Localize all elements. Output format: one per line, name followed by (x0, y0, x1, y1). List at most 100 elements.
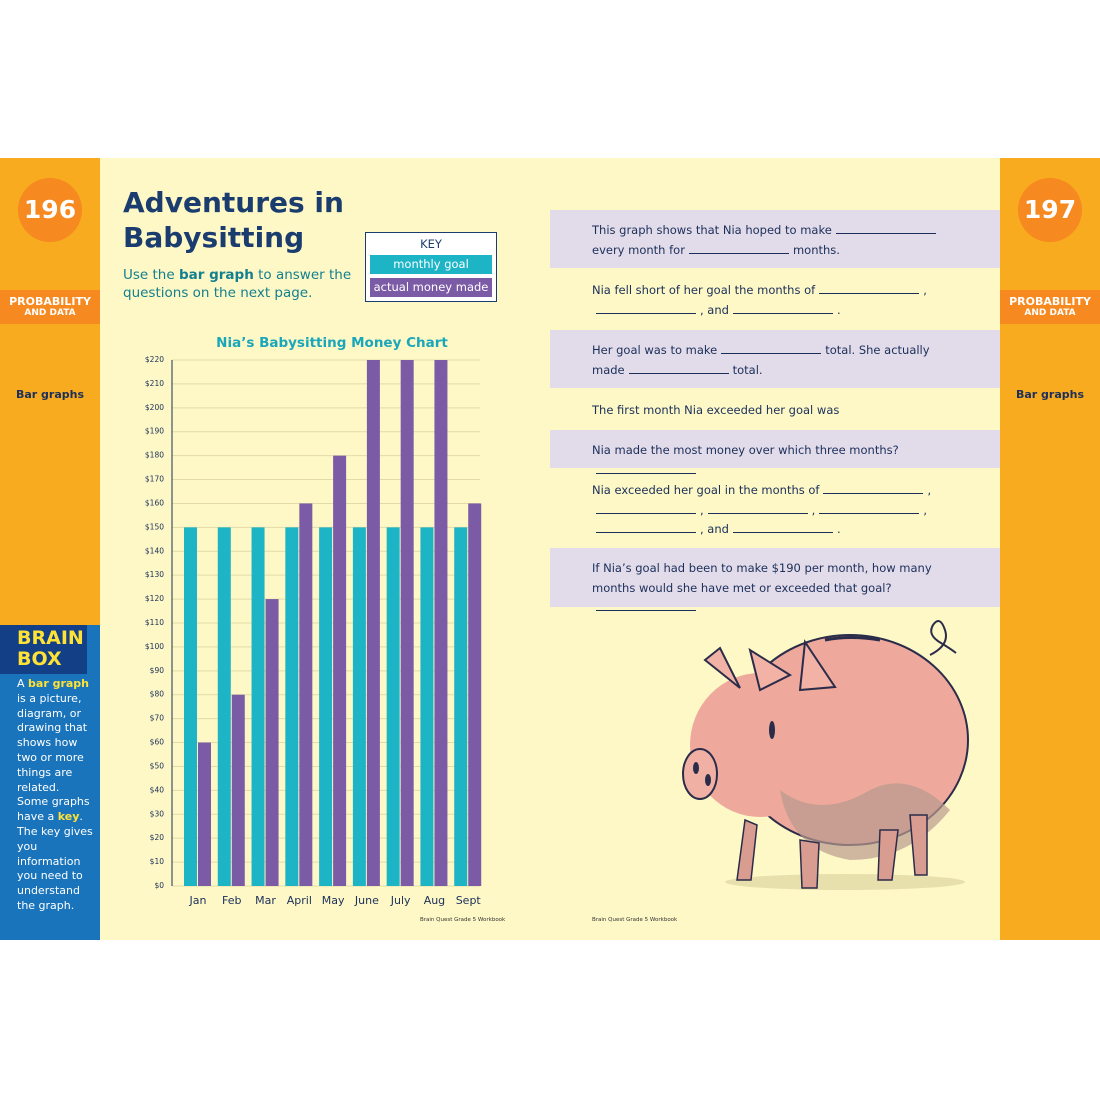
question-text: . (700, 423, 704, 437)
legend-entry: actual money made (370, 278, 492, 297)
footer: Brain Quest Grade 5 Workbook (592, 917, 678, 923)
x-tick-label: May (322, 894, 345, 907)
bar (299, 503, 313, 886)
legend-entry: monthly goal (370, 255, 492, 274)
question: Nia exceeded her goal in the months of,,… (550, 470, 1000, 546)
y-tick-label: $20 (150, 833, 165, 842)
section-label: AND DATA (1024, 308, 1076, 318)
text: is a picture, diagram, or drawing that s… (17, 691, 90, 824)
bar (434, 360, 448, 886)
y-tick-label: $90 (150, 666, 165, 675)
question: Her goal was to make total. She actually … (550, 330, 1000, 388)
question-text: . (836, 522, 841, 536)
section-label: PROBABILITY (1009, 295, 1091, 308)
question-text: total. (732, 362, 763, 377)
answer-blank (596, 598, 696, 611)
y-tick-label: $210 (145, 379, 164, 388)
answer-blank (596, 520, 696, 533)
question-text: total. She actually made (592, 343, 930, 377)
question-text: Nia made the most money over which three… (592, 443, 899, 457)
y-tick-label: $160 (145, 498, 164, 507)
topic: Bar graphs (1015, 388, 1085, 401)
highlight: bar graph (178, 267, 254, 283)
question-text: months. (792, 242, 840, 257)
x-tick-label: Mar (255, 894, 276, 907)
y-tick-label: $40 (150, 785, 165, 794)
page-title: Adventures in Babysitting (123, 186, 344, 254)
page-number: 196 (18, 178, 82, 242)
text: Use the (123, 267, 179, 283)
bar (184, 527, 197, 886)
x-tick-label: Aug (424, 894, 445, 907)
brain-box-text: A bar graph is a picture, diagram, or dr… (0, 674, 100, 914)
y-tick-label: $10 (150, 857, 165, 866)
y-tick-label: $190 (145, 427, 164, 436)
y-tick-label: $50 (150, 761, 165, 770)
chart-title: Nia’s Babysitting Money Chart (216, 335, 448, 351)
x-tick-label: Sept (456, 894, 482, 907)
bar (352, 527, 366, 886)
answer-blank (819, 501, 920, 514)
bar (265, 599, 279, 886)
bar (319, 527, 333, 886)
answer-blank (628, 361, 729, 374)
y-tick-label: $150 (145, 522, 164, 531)
answer-blank (596, 461, 696, 474)
key-title: KEY (420, 237, 442, 251)
answer-blank (835, 221, 936, 234)
question-text: , (700, 502, 704, 517)
y-tick-label: $200 (145, 403, 164, 412)
question-text: Nia fell short of her goal the months of (592, 283, 816, 297)
question-text: , and (700, 522, 729, 536)
bar (454, 527, 468, 886)
bar (366, 360, 380, 886)
highlight: bar graph (28, 677, 90, 690)
section-label: PROBABILITY (9, 295, 91, 308)
key-box: KEY monthly goal actual money made (365, 232, 497, 302)
y-tick-label: $140 (145, 546, 164, 555)
question-text: , (811, 502, 816, 517)
question-text: , (923, 283, 927, 297)
y-tick-label: $0 (154, 881, 164, 890)
key-items: monthly goal actual money made (366, 255, 496, 297)
answer-blank (721, 341, 822, 354)
text: . The key gives you information you need… (17, 810, 93, 912)
answer-blank (732, 520, 833, 533)
answer-blank (732, 301, 833, 314)
y-tick-label: $220 (145, 355, 164, 364)
question-text: Nia exceeded her goal in the months of (592, 483, 820, 497)
y-tick-label: $180 (145, 451, 164, 460)
bar (400, 360, 414, 886)
question: The first month Nia exceeded her goal wa… (550, 390, 1000, 437)
question-text: every month for (592, 242, 685, 257)
question: Nia fell short of her goal the months of… (550, 270, 1000, 328)
y-tick-label: $100 (145, 642, 164, 651)
bar (333, 455, 347, 886)
y-tick-label: $80 (150, 690, 165, 699)
bar (231, 694, 245, 886)
question: This graph shows that Nia hoped to make e… (550, 210, 1000, 268)
answer-blank (596, 501, 696, 514)
page-number: 197 (1018, 178, 1082, 242)
y-tick-label: $170 (145, 475, 164, 484)
bar (420, 527, 434, 886)
bar (217, 527, 231, 886)
x-tick-label: July (390, 894, 411, 907)
piggy-bank (682, 620, 969, 890)
x-tick-label: Jan (189, 894, 207, 907)
text: to answer the questions on the next page… (123, 267, 352, 301)
answer-blank (688, 241, 789, 254)
answer-blank (819, 281, 920, 294)
x-tick-label: April (287, 894, 312, 907)
topic: Bar graphs (15, 388, 85, 401)
y-tick-label: $110 (145, 618, 164, 627)
y-tick-label: $130 (145, 570, 164, 579)
highlight: key (57, 810, 80, 824)
x-tick-label: June (354, 894, 379, 907)
answer-blank (707, 501, 808, 514)
question-text: , (927, 483, 932, 497)
question-text: , and (700, 302, 729, 317)
section-band: PROBABILITY AND DATA (1000, 290, 1100, 324)
question: Nia made the most money over which three… (550, 430, 1000, 474)
